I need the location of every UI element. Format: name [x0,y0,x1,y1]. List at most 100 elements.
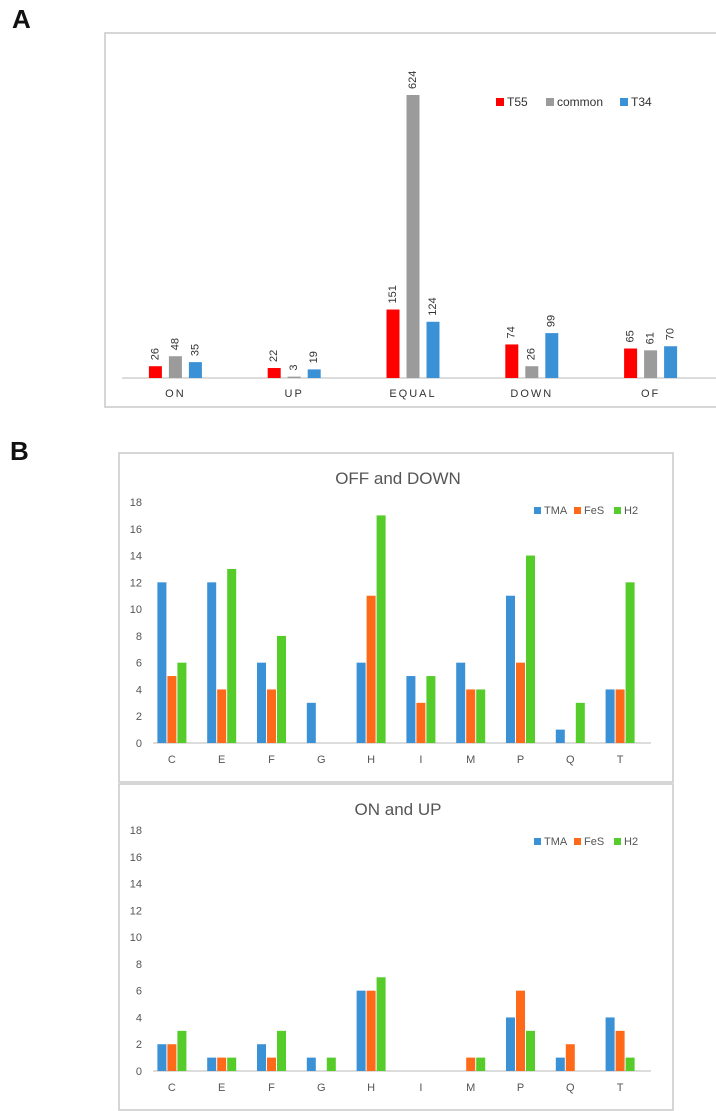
bar-TMA-G [306,702,316,743]
value-label: 19 [308,351,320,363]
bar-H2-E [227,568,237,743]
x-tick-label: DOWN [510,388,553,400]
y-tick-label: 6 [136,658,142,670]
y-tick-label: 2 [136,711,142,723]
legend-label: common [557,95,603,109]
bar-FeS-F [267,1057,276,1071]
x-tick-label: G [317,1082,326,1094]
bar-H2-G [326,1057,336,1071]
y-tick-label: 6 [136,986,142,998]
x-tick-label: P [517,754,524,766]
y-tick-label: 8 [136,631,142,643]
y-tick-label: 16 [130,852,142,864]
legend-swatch-H2 [614,507,621,514]
x-tick-label: UP [285,388,304,400]
x-tick-label: F [268,754,275,766]
bar-H2-T [625,582,635,743]
chart-title: ON and UP [355,800,442,819]
y-tick-label: 8 [136,959,142,971]
bar-H2-P [526,1030,535,1071]
chart-b-off-and-down: OFF and DOWN 0 2 4 6 8 10 12 14 16 18 C E F G H I M P Q T TMA… [118,452,674,783]
bar-FeS-H [366,990,376,1071]
y-tick-label: 0 [136,738,142,750]
value-label: 624 [407,71,419,89]
bar-FeS-P [516,990,525,1071]
bar-H2-H [376,977,386,1071]
value-label: 74 [506,326,518,338]
value-label: 26 [149,348,161,360]
y-tick-label: 4 [136,1012,142,1024]
bar-TMA-M [456,662,466,743]
y-tick-label: 10 [130,932,142,944]
bar-T34-UP [307,369,321,378]
bar-H2-F [277,635,286,743]
x-tick-label: F [268,1082,275,1094]
bar-FeS-E [217,689,227,743]
value-label: 151 [387,285,399,303]
y-tick-label: 10 [130,604,142,616]
x-tick-label: P [517,1082,524,1094]
bar-common-EQUAL [406,95,420,378]
value-label: 124 [427,297,439,315]
x-tick-label: T [617,1082,624,1094]
bar-T34-DOWN [545,333,559,378]
legend-swatch-FeS [574,507,581,514]
legend-label: H2 [624,836,638,848]
bar-FeS-M [466,1057,476,1071]
bar-FeS-I [416,702,426,743]
value-label: 3 [288,365,300,371]
bar-TMA-Q [555,729,565,743]
bar-H2-C [177,662,187,743]
x-tick-label: I [419,1082,422,1094]
bar-T34-OF [664,346,678,378]
y-tick-label: 12 [130,905,142,917]
value-label: 22 [268,350,280,362]
value-label: 99 [546,315,558,327]
bar-H2-M [476,1057,486,1071]
bar-TMA-F [257,662,266,743]
bar-FeS-M [466,689,476,743]
y-tick-label: 4 [136,684,142,696]
legend-swatch-T55 [496,98,504,106]
legend-label: H2 [624,505,638,517]
bar-H2-T [625,1057,635,1071]
chart-title: OFF and DOWN [335,469,461,488]
bar-FeS-F [267,689,276,743]
chart-a: 26 48 35 ON 22 3 19 UP 151 624 124 EQUAL 74 26 99 DOWN 6… [104,32,716,408]
bar-common-ON [168,356,182,378]
bar-TMA-C [157,1044,167,1071]
chart-frame [118,452,674,783]
bar-T34-EQUAL [426,321,440,378]
bar-H2-F [277,1030,286,1071]
x-tick-label: Q [566,754,575,766]
bar-TMA-F [257,1044,266,1071]
bar-T55-OF [624,348,638,378]
x-tick-label: M [466,754,475,766]
legend-swatch-TMA [534,838,541,845]
x-tick-label: E [218,754,225,766]
bar-common-DOWN [525,366,539,378]
legend-label: FeS [584,505,604,517]
x-tick-label: H [367,1082,375,1094]
value-label: 26 [526,348,538,360]
bar-FeS-C [167,676,177,743]
legend-swatch-FeS [574,838,581,845]
legend-label: T34 [631,95,652,109]
bar-FeS-T [615,1030,625,1071]
legend-swatch-T34 [620,98,628,106]
legend-swatch-H2 [614,838,621,845]
bar-FeS-Q [565,1044,575,1071]
value-label: 65 [625,330,637,342]
bar-H2-P [526,555,535,743]
y-tick-label: 14 [130,879,142,891]
y-tick-label: 16 [130,524,142,536]
legend-swatch-common [546,98,554,106]
x-tick-label: C [168,1082,176,1094]
bar-TMA-P [506,595,515,743]
x-tick-label: EQUAL [389,388,436,400]
legend-label: TMA [544,505,568,517]
bar-TMA-T [605,689,615,743]
value-label: 70 [665,328,677,340]
bar-H2-E [227,1057,237,1071]
legend-label: TMA [544,836,568,848]
